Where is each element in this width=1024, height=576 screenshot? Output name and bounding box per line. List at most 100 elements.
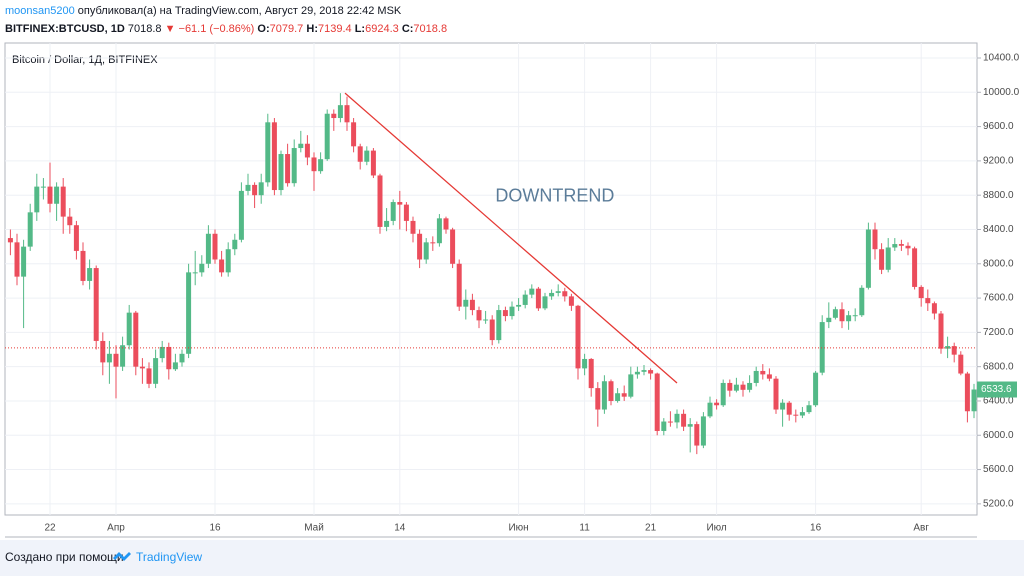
candle-body — [595, 388, 601, 410]
candle-body — [733, 384, 739, 391]
candle-body — [344, 105, 350, 123]
author[interactable]: moonsan5200 — [5, 5, 75, 17]
candle-body — [337, 105, 343, 119]
footer-brand[interactable]: TradingView — [136, 550, 203, 564]
y-tick-label: 5600.0 — [983, 464, 1014, 475]
candle-body — [304, 143, 310, 158]
candle-body — [502, 310, 508, 317]
y-tick-label: 10000.0 — [983, 87, 1020, 98]
candle-body — [469, 299, 475, 311]
o-value: 7079.7 — [269, 23, 304, 35]
candle-body — [786, 402, 792, 415]
candle-body — [40, 186, 46, 188]
candle-body — [575, 305, 581, 369]
candle-body — [964, 373, 970, 412]
candle-body — [813, 372, 819, 406]
footer: Создано при помощи TradingView — [0, 540, 1024, 576]
candle-body — [7, 238, 13, 243]
candle-body — [661, 421, 667, 431]
x-tick-label: 14 — [394, 523, 406, 534]
y-tick-label: 9600.0 — [983, 121, 1014, 132]
candle-body — [93, 268, 99, 341]
candle-body — [14, 242, 20, 277]
x-tick-label: Авг — [913, 523, 929, 534]
candle-body — [364, 150, 370, 162]
candle-body — [489, 319, 495, 341]
o-label: O: — [257, 23, 270, 35]
candle-body — [516, 304, 522, 307]
plot-frame — [4, 42, 978, 516]
candle-body — [687, 424, 693, 427]
candle-body — [667, 421, 673, 423]
candle-body — [483, 319, 489, 321]
x-tick-label: 21 — [645, 523, 657, 534]
candle-body — [496, 310, 502, 341]
candle-body — [370, 150, 376, 176]
candle-body — [450, 229, 456, 264]
candle-body — [634, 371, 640, 375]
candle-body — [318, 159, 324, 172]
candle-body — [951, 346, 957, 355]
candle-body — [153, 358, 159, 384]
candle-body — [641, 370, 647, 372]
candle-body — [60, 186, 66, 217]
candle-body — [549, 292, 555, 297]
candle-body — [120, 345, 126, 367]
candle-body — [925, 298, 931, 304]
candle-body — [958, 354, 964, 374]
candle-body — [568, 296, 574, 306]
candle-body — [694, 424, 700, 446]
x-tick-label: 16 — [810, 523, 822, 534]
candle-body — [384, 220, 390, 227]
last-price: 7018.8 — [127, 23, 162, 35]
annotation: DOWNTREND — [495, 186, 614, 206]
legend: Bitcoin / Dollar, 1Д, BITFINEX — [12, 54, 158, 66]
candle-body — [285, 154, 291, 184]
change: −61.1 (−0.86%) — [178, 23, 255, 35]
candle-body — [859, 287, 865, 316]
candle-body — [172, 362, 178, 370]
candle-body — [971, 389, 977, 412]
candle-body — [562, 291, 568, 297]
candle-body — [555, 291, 561, 293]
candle-body — [608, 381, 614, 401]
candle-body — [806, 405, 812, 413]
y-tick-label: 6800.0 — [983, 361, 1014, 372]
candle-body — [311, 157, 317, 172]
candle-body — [700, 416, 706, 446]
candle-body — [377, 175, 383, 227]
c-value: 7018.8 — [413, 23, 448, 35]
candle-body — [238, 190, 244, 240]
y-tick-label: 7200.0 — [983, 327, 1014, 338]
candle-body — [766, 374, 772, 379]
candle-body — [918, 286, 924, 299]
candle-body — [588, 358, 594, 389]
l-value: 6924.3 — [365, 23, 399, 35]
published: опубликовал(а) на TradingView.com, Авгус… — [77, 5, 402, 17]
candle-body — [146, 368, 152, 384]
y-tick-label: 10400.0 — [983, 53, 1020, 64]
logo-shape — [113, 552, 131, 561]
candle-body — [179, 353, 185, 363]
candle-body — [113, 353, 119, 367]
candle-body — [67, 216, 73, 226]
candle-body — [945, 346, 951, 349]
y-tick-label: 9200.0 — [983, 156, 1014, 167]
candle-body — [456, 263, 462, 307]
candle-body — [582, 358, 588, 369]
candle-body — [535, 288, 541, 309]
y-tick-label: 8400.0 — [983, 224, 1014, 235]
candle-body — [21, 246, 27, 277]
candle-body — [192, 272, 198, 274]
candle-body — [357, 146, 363, 162]
candle-body — [410, 220, 416, 234]
footer-text: Создано при помощи — [5, 550, 124, 564]
candle-body — [390, 202, 396, 221]
candle-body — [133, 312, 139, 367]
candle-body — [100, 340, 106, 363]
candle-body — [476, 310, 482, 321]
candle-body — [54, 186, 60, 204]
candle-body — [271, 122, 277, 191]
candle-body — [773, 378, 779, 410]
